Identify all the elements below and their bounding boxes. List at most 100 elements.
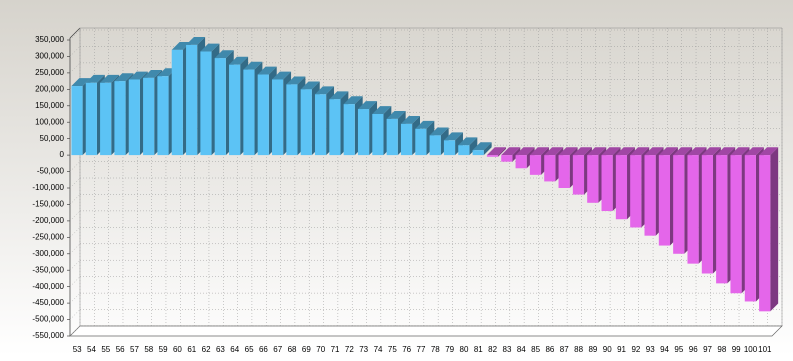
x-tick-label: 67 — [273, 345, 282, 354]
bar-top — [343, 96, 363, 105]
bar-top — [157, 68, 177, 77]
bar-top — [243, 61, 263, 70]
bar — [587, 155, 599, 203]
bar — [372, 114, 384, 156]
bar-top — [329, 91, 349, 100]
y-tick-label: -250,000 — [32, 232, 64, 241]
x-tick-label: 64 — [230, 345, 239, 354]
x-tick-label: 88 — [574, 345, 583, 354]
y-tick-label: 200,000 — [35, 84, 64, 93]
x-tick-label: 69 — [302, 345, 311, 354]
bar — [601, 155, 613, 212]
bar — [114, 81, 126, 156]
bar — [687, 155, 699, 264]
x-tick-label: 75 — [388, 345, 397, 354]
bar — [701, 155, 713, 274]
bar — [544, 155, 556, 182]
x-tick-label: 101 — [758, 345, 772, 354]
x-tick-label: 63 — [216, 345, 225, 354]
bar — [429, 135, 441, 156]
bar-top — [644, 147, 664, 156]
y-tick-label: 300,000 — [35, 52, 64, 61]
bar — [171, 49, 183, 156]
bar-top — [501, 147, 521, 156]
bar-top — [272, 71, 292, 80]
bar — [615, 155, 628, 220]
bar — [558, 155, 570, 188]
x-tick-label: 83 — [503, 345, 512, 354]
x-tick-label: 54 — [87, 345, 96, 354]
bar — [343, 104, 355, 156]
x-tick-label: 87 — [560, 345, 569, 354]
x-tick-label: 100 — [744, 345, 758, 354]
bar-side — [770, 147, 779, 312]
bar-top — [229, 56, 249, 65]
bar-top — [587, 147, 607, 156]
x-tick-label: 97 — [703, 345, 712, 354]
bar-top — [286, 76, 306, 85]
bar-top — [730, 147, 750, 156]
bar-top — [171, 41, 191, 50]
x-tick-label: 72 — [345, 345, 354, 354]
x-tick-label: 73 — [359, 345, 368, 354]
bar — [486, 155, 499, 157]
bar-top — [601, 147, 621, 156]
bar — [386, 118, 398, 156]
bar — [644, 155, 656, 236]
bar — [100, 82, 112, 156]
x-tick-label: 74 — [374, 345, 383, 354]
x-tick-label: 62 — [202, 345, 211, 354]
y-tick-label: -300,000 — [32, 249, 64, 258]
bar-top — [214, 50, 234, 59]
bar — [272, 79, 284, 156]
y-tick-label: -150,000 — [32, 200, 64, 209]
bar-side — [498, 147, 506, 157]
bar-side — [469, 137, 478, 156]
bar-top — [128, 71, 148, 80]
bar — [143, 77, 155, 156]
bar — [515, 155, 527, 169]
x-tick-label: 96 — [689, 345, 698, 354]
x-tick-label: 93 — [646, 345, 655, 354]
bar — [415, 128, 427, 156]
y-tick-label: 350,000 — [35, 35, 64, 44]
bar-top — [443, 132, 463, 141]
y-tick-label: 150,000 — [35, 101, 64, 110]
bar — [229, 64, 241, 156]
bar — [501, 155, 513, 162]
x-tick-label: 99 — [732, 345, 741, 354]
x-tick-label: 98 — [717, 345, 726, 354]
bar — [759, 155, 771, 312]
x-tick-label: 61 — [187, 345, 196, 354]
x-tick-label: 66 — [259, 345, 268, 354]
x-tick-label: 94 — [660, 345, 669, 354]
y-tick-label: -100,000 — [32, 183, 64, 192]
bar — [314, 94, 327, 156]
x-tick-label: 91 — [617, 345, 626, 354]
bar-top — [673, 147, 693, 156]
x-tick-label: 78 — [431, 345, 440, 354]
y-tick-label: -200,000 — [32, 216, 64, 225]
bar-top — [257, 66, 277, 75]
bar-top — [515, 147, 535, 156]
floor — [69, 325, 783, 337]
x-tick-label: 59 — [159, 345, 168, 354]
x-tick-label: 92 — [631, 345, 640, 354]
y-tick-label: 50,000 — [40, 134, 65, 143]
bar-top — [687, 147, 707, 156]
x-tick-label: 70 — [316, 345, 325, 354]
bar — [400, 123, 413, 156]
bar-top — [100, 74, 120, 83]
bar-side — [455, 132, 463, 156]
bar — [572, 155, 585, 195]
bar — [529, 155, 542, 175]
bar — [630, 155, 642, 228]
bar — [243, 69, 255, 156]
bar-top — [71, 78, 91, 87]
bar — [673, 155, 685, 254]
y-tick-label: -400,000 — [32, 282, 64, 291]
bar-top — [558, 147, 578, 156]
x-tick-label: 56 — [116, 345, 125, 354]
bar-top — [486, 147, 506, 156]
